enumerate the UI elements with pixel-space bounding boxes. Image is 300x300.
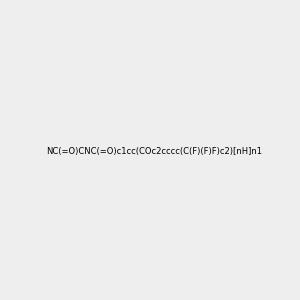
Text: NC(=O)CNC(=O)c1cc(COc2cccc(C(F)(F)F)c2)[nH]n1: NC(=O)CNC(=O)c1cc(COc2cccc(C(F)(F)F)c2)[… [46, 147, 262, 156]
